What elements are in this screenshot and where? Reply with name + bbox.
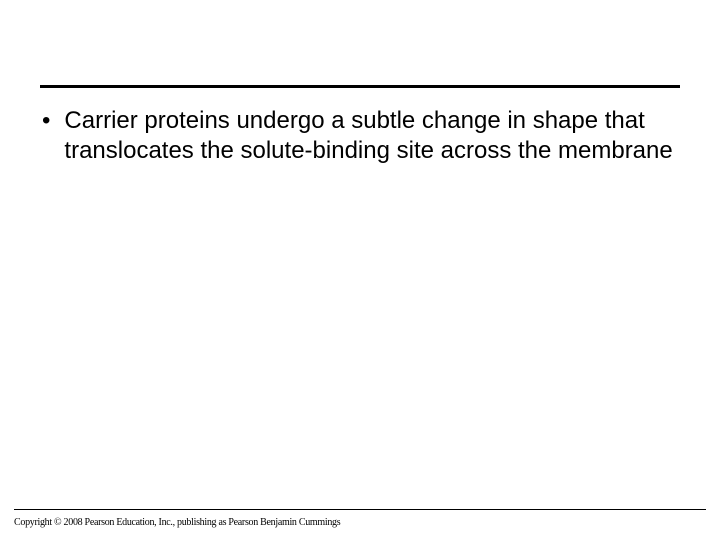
- slide-container: • Carrier proteins undergo a subtle chan…: [0, 0, 720, 540]
- bullet-text: Carrier proteins undergo a subtle change…: [64, 106, 680, 166]
- footer-divider: [14, 509, 706, 510]
- bullet-icon: •: [42, 106, 50, 136]
- copyright-text: Copyright © 2008 Pearson Education, Inc.…: [14, 517, 340, 528]
- title-divider: [40, 85, 680, 88]
- content-area: • Carrier proteins undergo a subtle chan…: [40, 106, 680, 166]
- list-item: • Carrier proteins undergo a subtle chan…: [40, 106, 680, 166]
